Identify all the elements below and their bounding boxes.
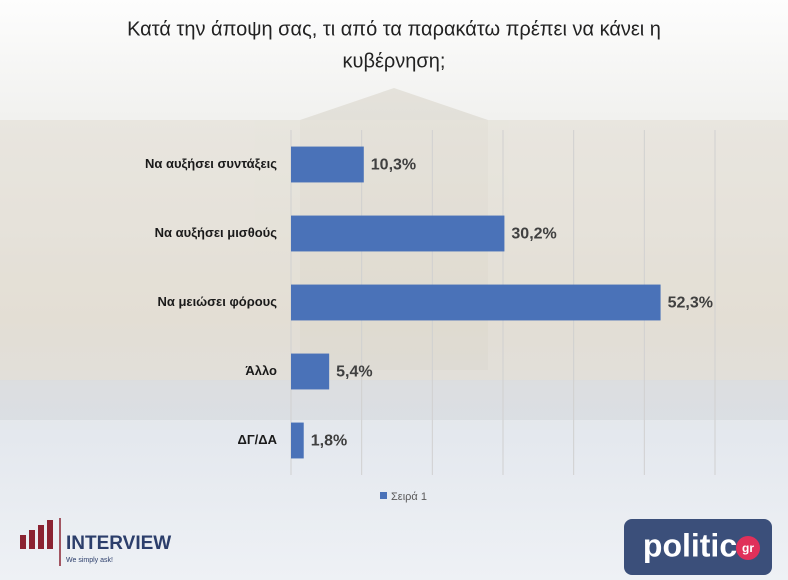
bar [291, 422, 304, 459]
logo-name: INTERVIEW [66, 533, 171, 554]
logo-slogan: We simply ask! [66, 557, 113, 564]
y-tick-label: Να αυξήσει μισθούς [155, 225, 278, 240]
data-label: 52,3% [668, 295, 713, 312]
chart-title: κυβέρνηση; [343, 50, 446, 72]
y-tick-label: Να αυξήσει συντάξεις [145, 156, 277, 171]
legend-label: Σειρά 1 [391, 491, 427, 503]
data-label: 10,3% [371, 157, 416, 174]
y-tick-label: Να μειώσει φόρους [157, 294, 277, 309]
data-label: 30,2% [511, 226, 556, 243]
legend-swatch [380, 492, 387, 499]
building [0, 88, 788, 420]
logo-suffix: gr [742, 541, 754, 555]
bar [291, 215, 505, 252]
chart-title: Κατά την άποψη σας, τι από τα παρακάτω π… [127, 18, 661, 40]
data-label: 1,8% [311, 433, 347, 450]
interview-logo: INTERVIEW We simply ask! [20, 518, 171, 566]
bar [291, 284, 661, 321]
plot: Να αυξήσει συντάξεις 10,3% Να αυξήσει μισθ… [145, 130, 716, 475]
politic-logo: politic gr [624, 519, 772, 575]
y-tick-label: Άλλο [245, 363, 277, 378]
logo-name: politic [643, 527, 737, 563]
y-tick-label: ΔΓ/ΔΑ [237, 432, 277, 447]
data-label: 5,4% [336, 364, 372, 381]
bar [291, 146, 364, 183]
bar [291, 353, 330, 390]
